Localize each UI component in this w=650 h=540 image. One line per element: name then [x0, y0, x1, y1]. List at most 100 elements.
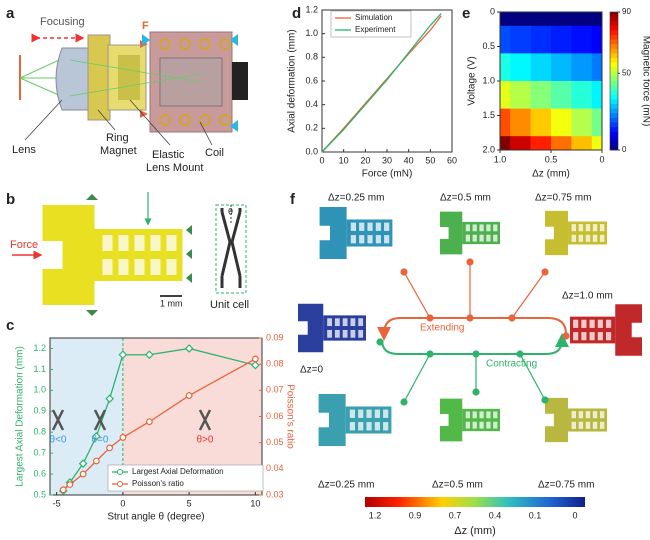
x-axis-label: Force (mN) — [362, 169, 413, 180]
colorbar-tick-label: 0 — [622, 145, 627, 154]
y-tick-label: 1.0 — [482, 75, 495, 85]
colorbar-step — [610, 35, 618, 40]
heatmap-cell — [510, 25, 531, 54]
focusing-label: Focusing — [40, 16, 85, 28]
state-label: Δz=1.0 mm — [562, 291, 613, 302]
heatmap-cell — [571, 12, 593, 27]
state-label: Δz=0.25 mm — [328, 193, 384, 204]
colorbar-step — [610, 117, 618, 123]
colorbar-tick-label: 0.1 — [529, 510, 542, 520]
colorbar-label: Magnetic force (mN) — [640, 36, 650, 127]
mount-label: Lens Mount — [146, 162, 203, 174]
marker — [145, 350, 154, 360]
x-tick-label: 5 — [187, 498, 192, 508]
x-tick-label: 0 — [319, 155, 324, 165]
heatmap-cell — [591, 12, 603, 27]
mount-label: Elastic — [152, 149, 185, 161]
heatmap-cell — [500, 12, 511, 27]
actuator-illustration — [19, 31, 248, 146]
heatmap-cell — [530, 136, 552, 151]
colorbar-step — [610, 16, 618, 22]
colorbar-step — [610, 25, 618, 31]
y2-tick-label: 0.06 — [266, 411, 284, 421]
y-tick-label: 1.2 — [33, 343, 46, 353]
force-label: Force — [10, 239, 38, 251]
colorbar-frame — [609, 11, 619, 151]
colorbar-step — [610, 53, 618, 59]
legend-marker — [117, 481, 123, 487]
heatmap-cell — [530, 25, 552, 54]
y-tick-label: 0.7 — [33, 448, 46, 458]
state-label: Δz=0 — [300, 365, 324, 376]
magnet-label: Ring — [106, 132, 129, 144]
heatmap-cell — [551, 25, 572, 54]
heatmap-cell — [591, 108, 603, 137]
colorbar-tick-label: 50 — [622, 68, 631, 77]
panel-label: b — [6, 191, 15, 208]
panel-label: c — [6, 317, 14, 334]
legend-label: Poisson's ratio — [132, 479, 184, 488]
y-tick-label: 1.5 — [482, 110, 495, 120]
state-diagram — [298, 207, 642, 507]
colorbar-step — [610, 62, 618, 68]
heatmap-cell — [591, 53, 603, 82]
x-tick-label: 30 — [382, 155, 392, 165]
angle-label: θ — [228, 206, 233, 216]
y-tick-label: 1.2 — [305, 4, 318, 14]
colorbar-step — [610, 21, 618, 27]
marker — [185, 392, 193, 399]
heatmap-cell — [591, 25, 603, 54]
heatmap-cell — [551, 136, 572, 151]
x-tick-label: 50 — [425, 155, 435, 165]
colorbar-step — [610, 108, 618, 114]
panel-label: f — [290, 191, 296, 208]
marker — [59, 486, 67, 494]
y-tick-label: 2.0 — [482, 144, 495, 154]
y-tick-label: 0.4 — [305, 99, 318, 109]
state-label: Δz=0.75 mm — [535, 193, 591, 204]
y-tick-label: 0.2 — [305, 123, 318, 133]
x-tick-label: 40 — [404, 155, 414, 165]
colorbar-step — [610, 58, 618, 63]
heatmap-cell — [530, 108, 552, 137]
x-tick-label: 0 — [120, 498, 125, 508]
colorbar-step — [610, 81, 618, 86]
y-axis-label: Voltage (V) — [467, 56, 478, 105]
colorbar-label: Δz (mm) — [454, 525, 496, 537]
legend-marker — [117, 469, 123, 475]
heatmap-cell — [551, 81, 572, 109]
colorbar-step — [610, 122, 618, 128]
heatmap-cell — [530, 81, 552, 109]
y-tick-label: 1.0 — [33, 385, 46, 395]
colorbar-step — [610, 39, 618, 45]
y-tick-label: 0.6 — [305, 75, 318, 85]
marker — [79, 470, 87, 478]
state-label: Δz=0.25 mm — [318, 480, 374, 491]
panel-label: d — [292, 5, 301, 22]
magnet-label: Magnet — [100, 145, 137, 157]
coil-label: Coil — [205, 147, 224, 159]
y2-tick-label: 0.09 — [266, 332, 284, 342]
colorbar-step — [610, 67, 618, 73]
legend-label: Largest Axial Deformation — [132, 467, 224, 476]
y-tick-label: 0.9 — [33, 406, 46, 416]
y-tick-label: 1.1 — [33, 364, 46, 374]
y2-tick-label: 0.03 — [266, 489, 284, 499]
y-tick-label: 0.6 — [33, 468, 46, 478]
heatmap-cell — [510, 108, 531, 137]
heatmap-cell — [500, 108, 511, 137]
colorbar-tick-label: 0.7 — [449, 510, 462, 520]
legend-box — [330, 10, 412, 38]
heatmap-cell — [510, 53, 531, 82]
heatmap-cell — [510, 81, 531, 109]
force-symbol: F — [142, 20, 149, 32]
heatmap-cell — [551, 12, 572, 27]
x-tick-label: 0 — [599, 154, 604, 164]
marker — [251, 360, 260, 370]
colorbar-tick-label: 0.9 — [409, 510, 422, 520]
panel-label: e — [462, 5, 470, 22]
colorbar-tick-label: 0.4 — [489, 510, 502, 520]
state-label: Δz=0.75 mm — [538, 480, 594, 491]
marker — [118, 350, 128, 360]
heatmap-cell — [591, 81, 603, 109]
